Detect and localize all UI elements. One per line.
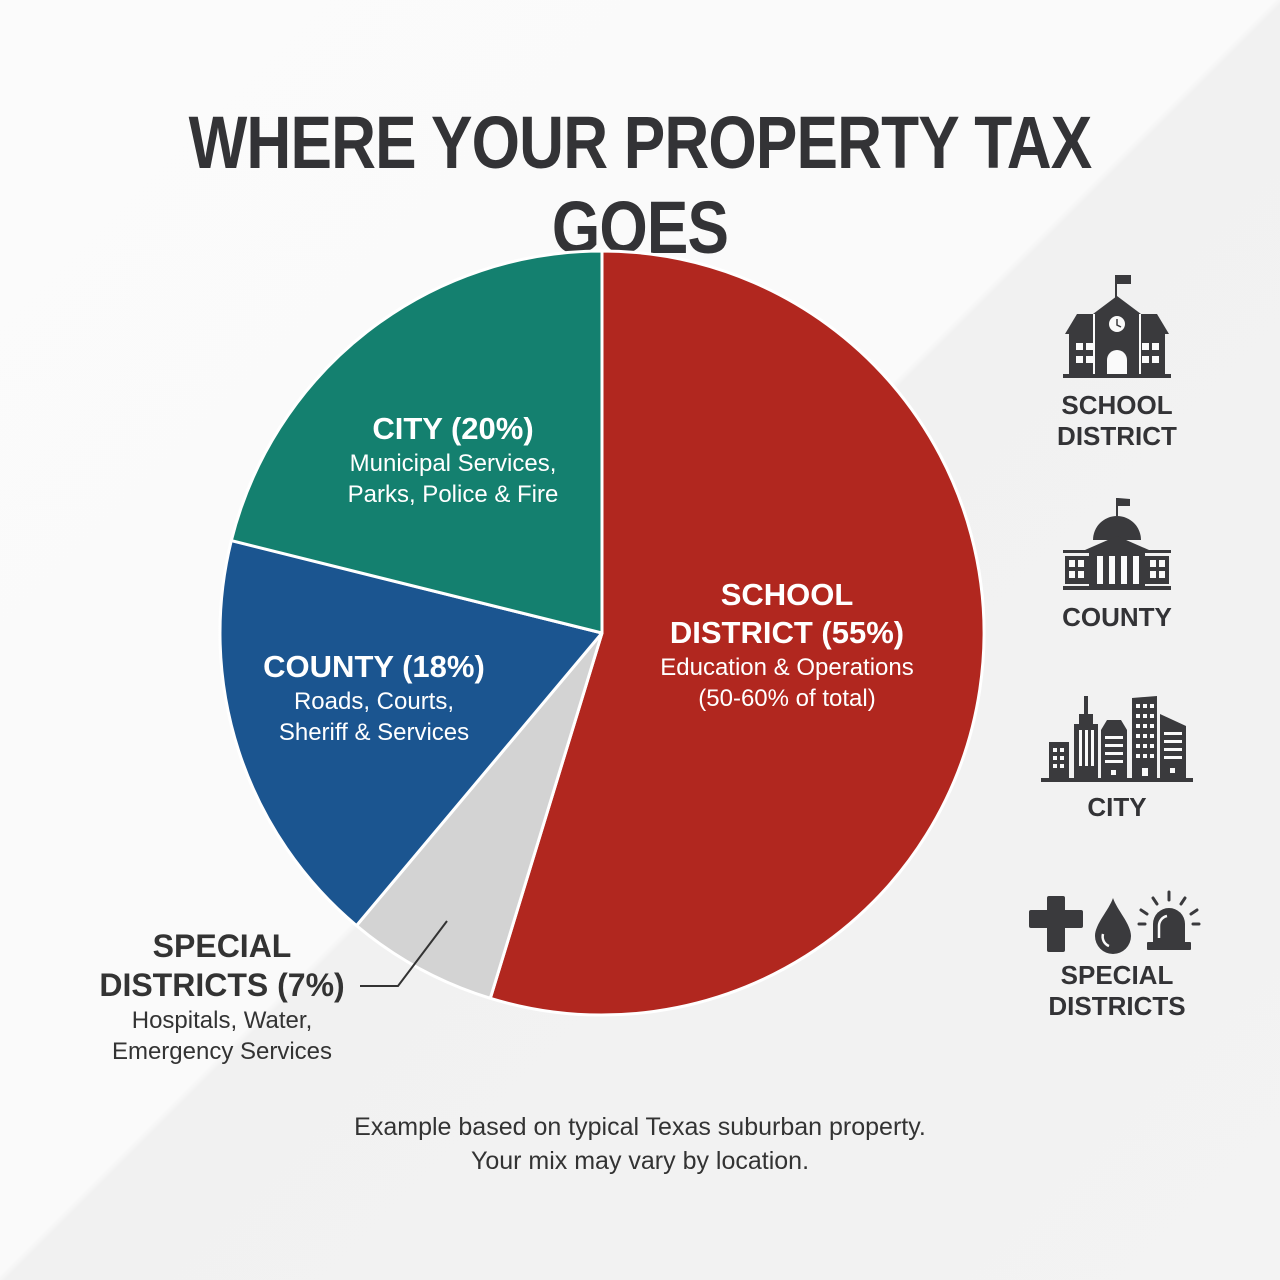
- special-desc-1: Hospitals, Water,: [131, 1007, 313, 1034]
- special-heading-2: DISTRICTS (7%): [99, 967, 345, 1003]
- legend-special-line-1: SPECIAL: [1060, 960, 1174, 990]
- slice-city[interactable]: [229, 249, 604, 635]
- label-county: COUNTY (18%) Roads, Courts, Sheriff & Se…: [224, 648, 524, 748]
- special-heading-1: SPECIAL: [152, 928, 292, 964]
- city-heading: CITY (20%): [372, 411, 534, 446]
- special-districts-icons: [1029, 890, 1201, 954]
- city-skyline-icon: [1041, 696, 1193, 782]
- footnote: Example based on typical Texas suburban …: [0, 1110, 1280, 1178]
- legend-county: COUNTY: [1017, 494, 1217, 633]
- legend-county-line-1: COUNTY: [1062, 602, 1172, 632]
- legend-school-line-2: DISTRICT: [1057, 421, 1177, 451]
- county-heading: COUNTY (18%): [263, 649, 485, 684]
- school-desc-2: (50-60% of total): [698, 685, 876, 712]
- emergency-siren-icon: [1137, 890, 1201, 950]
- label-city: CITY (20%) Municipal Services, Parks, Po…: [303, 410, 603, 510]
- medical-cross-icon: [1029, 896, 1083, 952]
- county-desc-2: Sheriff & Services: [278, 719, 470, 746]
- label-special-districts: SPECIAL DISTRICTS (7%) Hospitals, Water,…: [72, 927, 372, 1067]
- footnote-line-1: Example based on typical Texas suburban …: [354, 1113, 926, 1141]
- legend-school-line-1: SCHOOL: [1061, 390, 1173, 420]
- legend-city: CITY: [1017, 694, 1217, 823]
- label-school-district: SCHOOL DISTRICT (55%) Education & Operat…: [612, 576, 962, 714]
- slice-school-district[interactable]: [488, 249, 986, 1017]
- footnote-line-2: Your mix may vary by location.: [470, 1147, 810, 1175]
- school-building-icon: [1063, 275, 1171, 378]
- slice-county[interactable]: [218, 539, 604, 928]
- special-desc-2: Emergency Services: [111, 1038, 333, 1065]
- special-districts-leader-line: [360, 920, 448, 987]
- slice-special-districts[interactable]: [355, 631, 604, 1000]
- legend-city-line-1: CITY: [1087, 792, 1147, 822]
- school-heading-2: DISTRICT (55%): [669, 615, 905, 650]
- county-desc-1: Roads, Courts,: [293, 688, 455, 715]
- city-desc-1: Municipal Services,: [349, 450, 557, 477]
- school-desc-1: Education & Operations: [660, 654, 914, 681]
- water-drop-icon: [1095, 898, 1131, 954]
- page-title: WHERE YOUR PROPERTY TAX GOES: [188, 101, 1093, 269]
- legend-special-line-2: DISTRICTS: [1048, 991, 1186, 1021]
- legend-special-districts: SPECIAL DISTRICTS: [1010, 890, 1224, 1022]
- city-desc-2: Parks, Police & Fire: [347, 481, 559, 508]
- school-heading-1: SCHOOL: [720, 577, 854, 612]
- legend-school-district: SCHOOL DISTRICT: [1017, 272, 1217, 452]
- courthouse-icon: [1063, 498, 1171, 590]
